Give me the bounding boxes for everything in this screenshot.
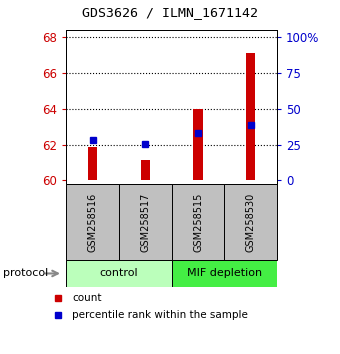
Bar (224, 184, 277, 260)
Bar (66, 260, 172, 287)
Text: count: count (72, 293, 102, 303)
Bar (88, 147, 97, 181)
Text: control: control (100, 268, 138, 279)
Bar (172, 184, 224, 260)
Text: MIF depletion: MIF depletion (187, 268, 262, 279)
Text: GSM258515: GSM258515 (193, 193, 203, 252)
Text: GDS3626 / ILMN_1671142: GDS3626 / ILMN_1671142 (82, 6, 258, 19)
Text: GSM258530: GSM258530 (246, 193, 256, 252)
Bar (141, 160, 150, 181)
Bar (66, 184, 119, 260)
Text: GSM258516: GSM258516 (88, 193, 98, 252)
Bar (119, 184, 172, 260)
Bar (193, 109, 203, 181)
Text: protocol: protocol (3, 268, 49, 279)
Bar (246, 53, 255, 181)
Text: GSM258517: GSM258517 (140, 193, 150, 252)
Text: percentile rank within the sample: percentile rank within the sample (72, 310, 248, 320)
Bar (172, 260, 277, 287)
